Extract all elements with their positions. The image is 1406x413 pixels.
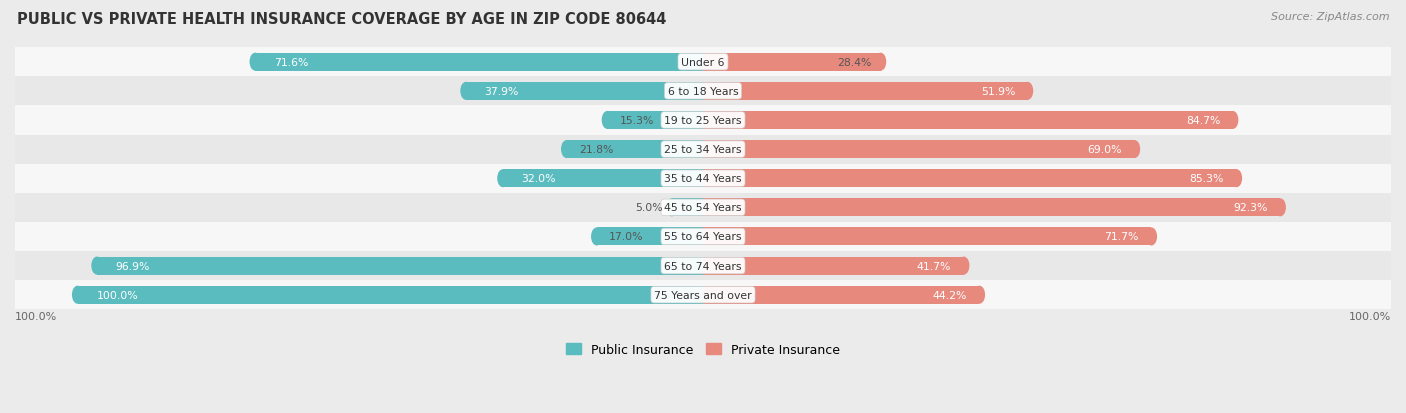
Text: 92.3%: 92.3%	[1233, 203, 1268, 213]
Text: 85.3%: 85.3%	[1189, 174, 1225, 184]
Text: 25 to 34 Years: 25 to 34 Years	[664, 145, 742, 155]
Ellipse shape	[91, 257, 103, 275]
Bar	[254, 54, 703, 71]
Text: Source: ZipAtlas.com: Source: ZipAtlas.com	[1271, 12, 1389, 22]
Bar	[703, 170, 1236, 188]
Bar	[15, 252, 1391, 280]
Ellipse shape	[249, 54, 260, 71]
Bar	[703, 257, 965, 275]
Ellipse shape	[1146, 228, 1157, 246]
Bar	[97, 257, 703, 275]
Text: 45 to 54 Years: 45 to 54 Years	[664, 203, 742, 213]
Text: 15.3%: 15.3%	[620, 116, 654, 126]
Ellipse shape	[974, 286, 986, 304]
Ellipse shape	[1022, 83, 1033, 101]
Ellipse shape	[591, 228, 602, 246]
Ellipse shape	[1129, 141, 1140, 159]
Bar	[465, 83, 703, 101]
Bar	[15, 222, 1391, 252]
Text: 84.7%: 84.7%	[1185, 116, 1220, 126]
Text: 21.8%: 21.8%	[579, 145, 613, 155]
Bar	[15, 48, 1391, 77]
Bar	[503, 170, 703, 188]
Text: 44.2%: 44.2%	[932, 290, 967, 300]
Text: 37.9%: 37.9%	[485, 87, 519, 97]
Bar	[15, 135, 1391, 164]
Text: 65 to 74 Years: 65 to 74 Years	[664, 261, 742, 271]
Text: 55 to 64 Years: 55 to 64 Years	[664, 232, 742, 242]
Text: 75 Years and over: 75 Years and over	[654, 290, 752, 300]
Text: 100.0%: 100.0%	[96, 290, 138, 300]
Text: 71.6%: 71.6%	[274, 57, 308, 67]
Bar	[703, 141, 1135, 159]
Text: 71.7%: 71.7%	[1105, 232, 1139, 242]
Ellipse shape	[1275, 199, 1286, 217]
Bar	[703, 54, 880, 71]
Text: 5.0%: 5.0%	[634, 203, 662, 213]
Bar	[703, 286, 980, 304]
Text: 32.0%: 32.0%	[522, 174, 557, 184]
Text: 100.0%: 100.0%	[1348, 311, 1391, 321]
Bar	[596, 228, 703, 246]
Bar	[703, 228, 1152, 246]
Bar	[15, 106, 1391, 135]
Ellipse shape	[602, 112, 613, 130]
Ellipse shape	[875, 54, 886, 71]
Text: 35 to 44 Years: 35 to 44 Years	[664, 174, 742, 184]
Text: 19 to 25 Years: 19 to 25 Years	[664, 116, 742, 126]
Bar	[77, 286, 703, 304]
Bar	[15, 193, 1391, 222]
Text: 28.4%: 28.4%	[837, 57, 872, 67]
Ellipse shape	[72, 286, 83, 304]
Ellipse shape	[957, 257, 970, 275]
Bar	[15, 77, 1391, 106]
Text: 96.9%: 96.9%	[115, 261, 150, 271]
Text: 69.0%: 69.0%	[1088, 145, 1122, 155]
Text: 17.0%: 17.0%	[609, 232, 644, 242]
Ellipse shape	[561, 141, 572, 159]
Text: PUBLIC VS PRIVATE HEALTH INSURANCE COVERAGE BY AGE IN ZIP CODE 80644: PUBLIC VS PRIVATE HEALTH INSURANCE COVER…	[17, 12, 666, 27]
Bar	[703, 112, 1233, 130]
Ellipse shape	[498, 170, 509, 188]
Bar	[672, 199, 703, 217]
Bar	[15, 280, 1391, 309]
Ellipse shape	[1230, 170, 1241, 188]
Bar	[703, 83, 1028, 101]
Bar	[607, 112, 703, 130]
Bar	[703, 199, 1281, 217]
Legend: Public Insurance, Private Insurance: Public Insurance, Private Insurance	[561, 338, 845, 361]
Text: 51.9%: 51.9%	[981, 87, 1015, 97]
Bar	[15, 164, 1391, 193]
Ellipse shape	[1227, 112, 1239, 130]
Ellipse shape	[666, 199, 678, 217]
Text: 41.7%: 41.7%	[917, 261, 952, 271]
Bar	[567, 141, 703, 159]
Text: Under 6: Under 6	[682, 57, 724, 67]
Text: 6 to 18 Years: 6 to 18 Years	[668, 87, 738, 97]
Text: 100.0%: 100.0%	[15, 311, 58, 321]
Ellipse shape	[460, 83, 471, 101]
